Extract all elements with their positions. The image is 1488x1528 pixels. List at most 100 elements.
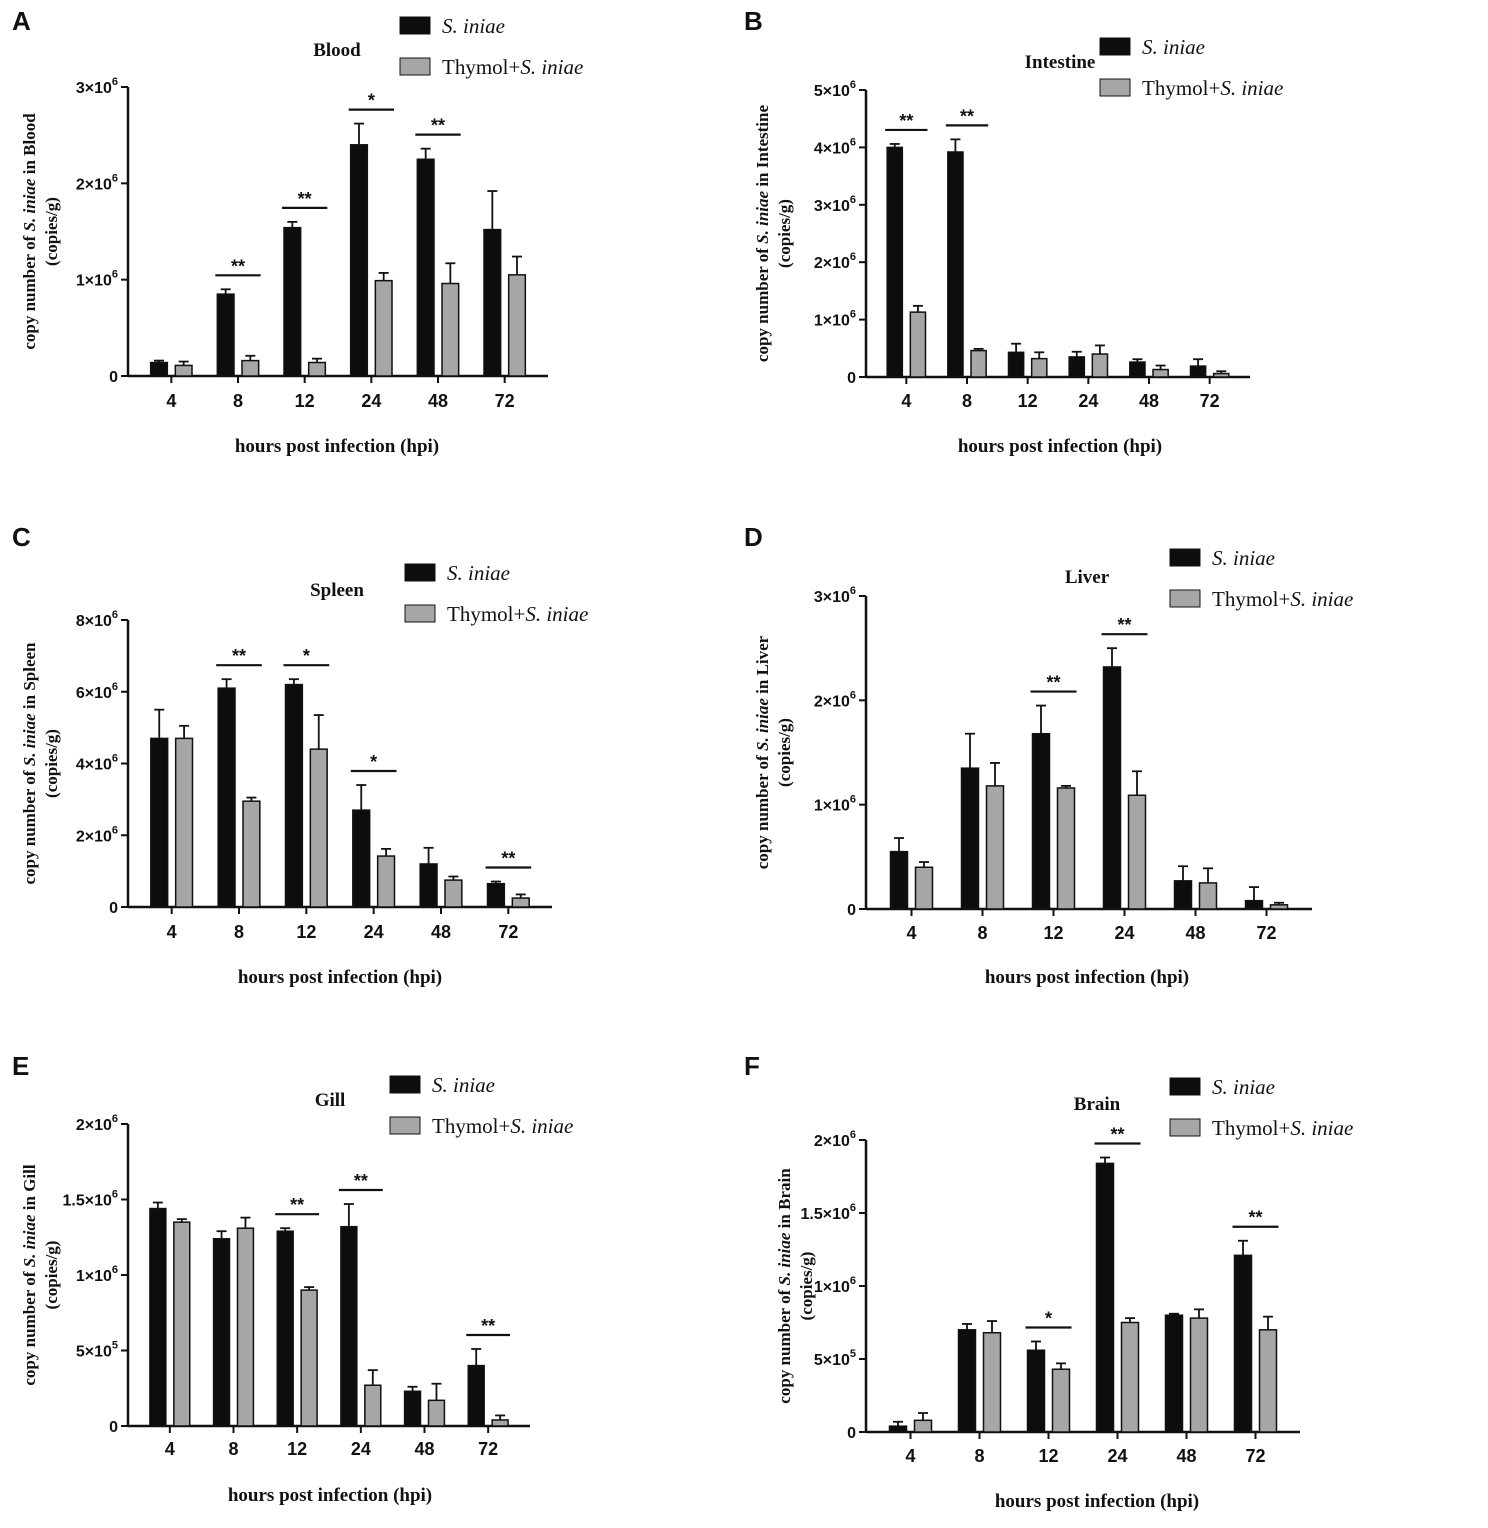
bar-thymol-s-iniae bbox=[441, 282, 460, 377]
bar-s-iniae bbox=[216, 293, 235, 377]
significance-label: ** bbox=[1110, 1125, 1124, 1145]
legend-label-thymol: Thymol+S. iniae bbox=[432, 1114, 573, 1138]
bar-thymol-s-iniae bbox=[427, 1399, 446, 1427]
significance-label: ** bbox=[1117, 615, 1131, 635]
x-tick-label: 48 bbox=[428, 391, 448, 411]
x-tick-label: 48 bbox=[414, 1439, 434, 1459]
y-tick-label: 1×106 bbox=[76, 269, 118, 290]
legend: S. iniae Thymol+S. iniae bbox=[399, 14, 583, 79]
significance-label: ** bbox=[1248, 1208, 1262, 1228]
bar-s-iniae bbox=[212, 1238, 231, 1427]
x-tick-label: 12 bbox=[295, 391, 315, 411]
legend-swatch-thymol bbox=[1099, 78, 1131, 97]
bar-s-iniae bbox=[1173, 880, 1193, 910]
bar-thymol-s-iniae bbox=[300, 1289, 318, 1427]
bar-thymol-s-iniae bbox=[174, 737, 194, 908]
y-tick-label: 1×106 bbox=[814, 794, 856, 815]
bar-thymol-s-iniae bbox=[173, 1221, 191, 1427]
y-tick-label: 1.5×106 bbox=[62, 1189, 118, 1210]
x-tick-label: 8 bbox=[234, 922, 244, 942]
bar-thymol-s-iniae bbox=[1198, 882, 1218, 910]
significance-label: ** bbox=[899, 111, 913, 131]
bar-s-iniae bbox=[403, 1390, 422, 1427]
bar-thymol-s-iniae bbox=[1030, 357, 1048, 378]
bar-thymol-s-iniae bbox=[985, 785, 1005, 910]
y-tick-label: 5×106 bbox=[814, 79, 856, 100]
legend-label-s-iniae: S. iniae bbox=[442, 14, 505, 38]
y-tick-label: 2×106 bbox=[76, 172, 118, 193]
legend-label-s-iniae: S. iniae bbox=[447, 561, 510, 585]
bar-s-iniae bbox=[416, 158, 435, 377]
bar-thymol-s-iniae bbox=[511, 897, 530, 908]
bar-thymol-s-iniae bbox=[1051, 1368, 1071, 1433]
bar-s-iniae bbox=[1189, 365, 1207, 378]
x-tick-label: 24 bbox=[1114, 923, 1134, 943]
panel-letter: A bbox=[12, 6, 31, 36]
significance-label: * bbox=[368, 91, 375, 111]
significance-label: ** bbox=[960, 106, 974, 126]
x-tick-label: 4 bbox=[906, 923, 916, 943]
y-axis-label: copy number of S. iniae in Liver bbox=[753, 635, 772, 869]
x-tick-label: 72 bbox=[495, 391, 515, 411]
y-tick-label: 1×106 bbox=[814, 309, 856, 330]
bar-s-iniae bbox=[467, 1364, 485, 1427]
x-axis-label: hours post infection (hpi) bbox=[238, 967, 442, 988]
significance-label: ** bbox=[481, 1316, 495, 1336]
x-tick-label: 24 bbox=[361, 391, 381, 411]
y-tick-label: 0 bbox=[109, 1419, 118, 1436]
bar-s-iniae bbox=[1026, 1349, 1046, 1433]
bar-thymol-s-iniae bbox=[364, 1384, 382, 1427]
bar-thymol-s-iniae bbox=[914, 866, 934, 910]
significance-label: ** bbox=[231, 256, 245, 276]
bar-s-iniae bbox=[889, 850, 909, 910]
bar-thymol-s-iniae bbox=[1269, 904, 1289, 910]
x-tick-label: 8 bbox=[974, 1446, 984, 1466]
x-tick-label: 12 bbox=[1038, 1446, 1058, 1466]
significance-label: ** bbox=[1046, 673, 1060, 693]
y-tick-label: 0 bbox=[847, 370, 856, 387]
chart-title: Blood bbox=[313, 40, 361, 61]
legend: S. iniae Thymol+S. iniae bbox=[389, 1073, 573, 1138]
bar-s-iniae bbox=[352, 809, 371, 908]
legend: S. iniae Thymol+S. iniae bbox=[1169, 546, 1353, 611]
x-tick-label: 72 bbox=[1200, 391, 1220, 411]
x-tick-label: 4 bbox=[905, 1446, 915, 1466]
bar-thymol-s-iniae bbox=[376, 855, 396, 908]
bar-s-iniae bbox=[888, 1425, 908, 1433]
y-tick-label: 4×106 bbox=[814, 136, 856, 157]
bar-thymol-s-iniae bbox=[1120, 1321, 1140, 1433]
bar-thymol-s-iniae bbox=[236, 1227, 255, 1427]
y-tick-label: 6×106 bbox=[76, 681, 118, 702]
bar-s-iniae bbox=[1007, 351, 1025, 378]
significance-label: ** bbox=[232, 646, 246, 666]
y-tick-label: 5×105 bbox=[76, 1340, 118, 1361]
x-tick-label: 4 bbox=[901, 391, 911, 411]
legend-swatch-s-iniae bbox=[404, 563, 436, 582]
x-tick-label: 12 bbox=[287, 1439, 307, 1459]
legend-swatch-thymol bbox=[399, 57, 431, 76]
y-axis-label-units: (copies/g) bbox=[42, 197, 61, 266]
bar-s-iniae bbox=[947, 151, 964, 378]
y-tick-label: 2×106 bbox=[814, 1129, 856, 1150]
y-axis-label: copy number of S. iniae in Blood bbox=[20, 113, 39, 350]
legend-label-s-iniae: S. iniae bbox=[1212, 546, 1275, 570]
legend-label-s-iniae: S. iniae bbox=[432, 1073, 495, 1097]
legend-label-s-iniae: S. iniae bbox=[1142, 35, 1205, 59]
bar-thymol-s-iniae bbox=[491, 1419, 509, 1427]
x-tick-label: 24 bbox=[1107, 1446, 1127, 1466]
bar-s-iniae bbox=[283, 226, 302, 377]
bar-s-iniae bbox=[150, 737, 169, 908]
legend-swatch-s-iniae bbox=[389, 1075, 421, 1094]
bar-thymol-s-iniae bbox=[374, 279, 393, 377]
y-axis-label: copy number of S. iniae in Gill bbox=[20, 1164, 39, 1385]
bar-s-iniae bbox=[960, 767, 980, 910]
significance-label: * bbox=[303, 646, 310, 666]
legend-label-thymol: Thymol+S. iniae bbox=[1212, 1116, 1353, 1140]
y-axis-label-units: (copies/g) bbox=[42, 1241, 61, 1310]
panel-letter: C bbox=[12, 522, 31, 552]
y-tick-label: 2×106 bbox=[814, 689, 856, 710]
